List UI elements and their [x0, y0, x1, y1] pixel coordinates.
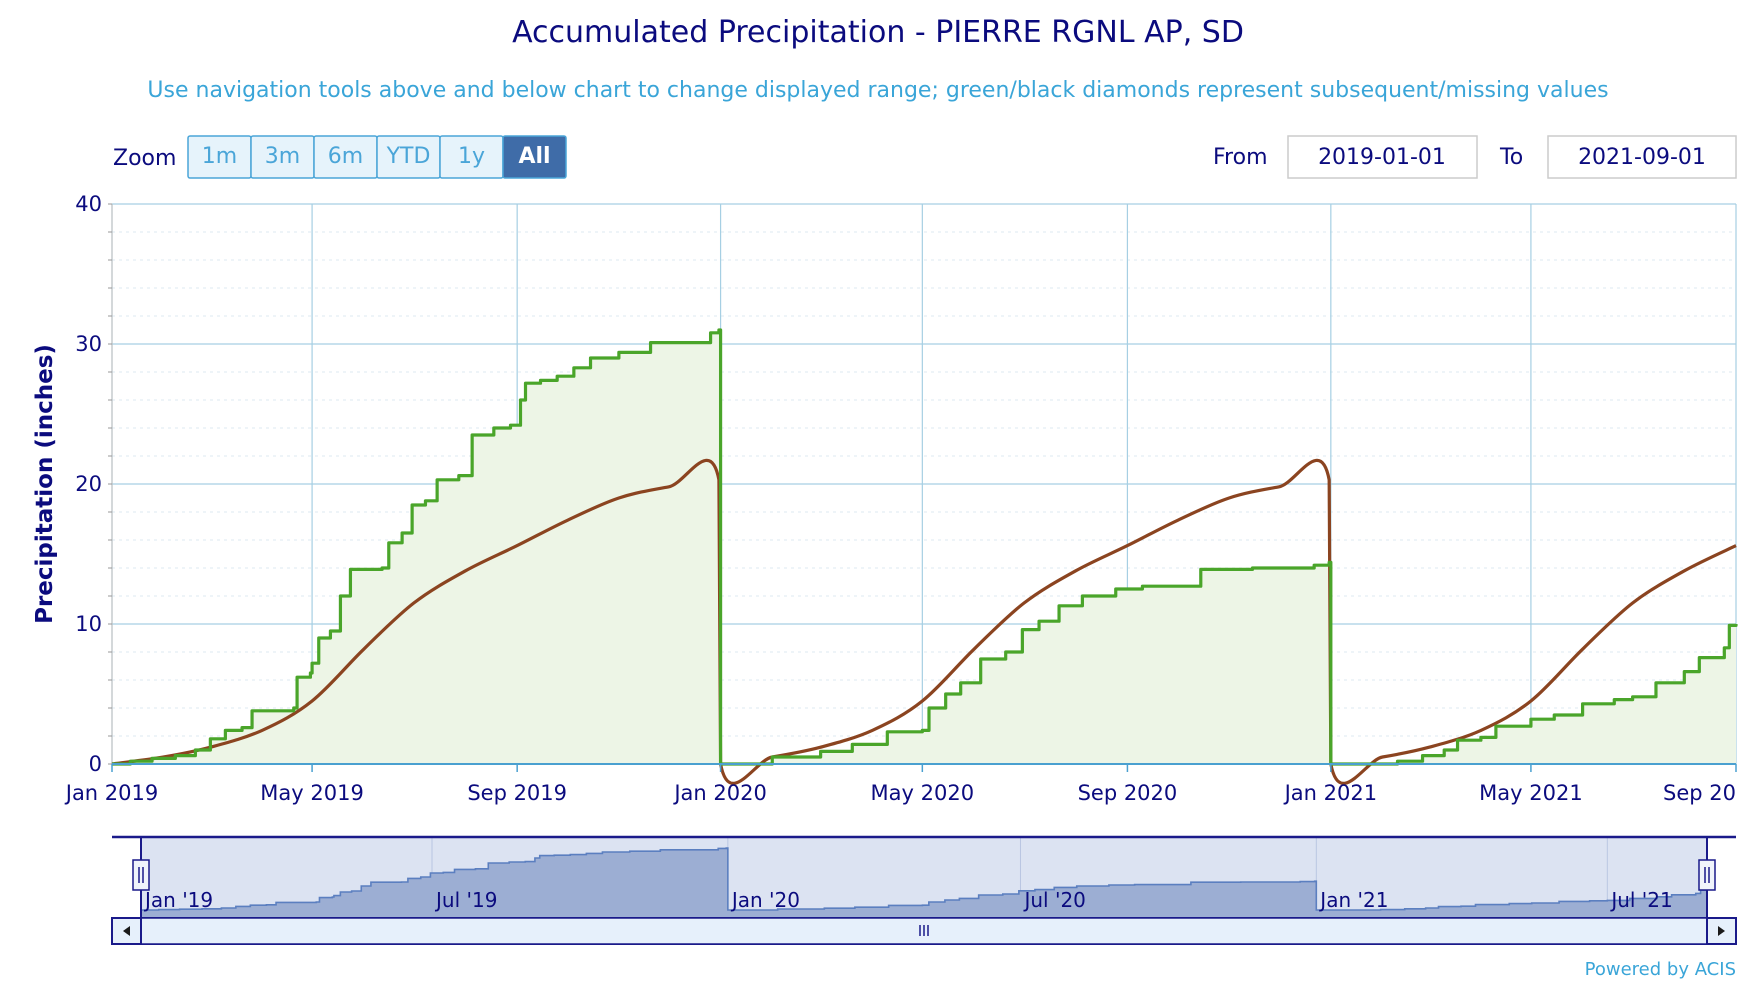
navigator-handle-left[interactable] [132, 859, 150, 891]
y-tick-label: 30 [75, 332, 102, 356]
y-tick-label: 10 [75, 612, 102, 636]
scroll-right-button[interactable] [1706, 917, 1737, 945]
zoom-button-label: 3m [265, 144, 300, 169]
chart-title: Accumulated Precipitation - PIERRE RGNL … [512, 15, 1244, 50]
zoom-button-6m[interactable]: 6m [313, 135, 378, 179]
zoom-label: Zoom [113, 146, 176, 171]
x-tick-label: May 2020 [871, 781, 975, 805]
chart-subtitle: Use navigation tools above and below cha… [147, 78, 1608, 103]
scroll-left-button[interactable] [111, 917, 142, 945]
zoom-button-label: YTD [386, 144, 431, 169]
zoom-button-3m[interactable]: 3m [250, 135, 315, 179]
x-tick-label: Jan 2019 [64, 781, 159, 805]
zoom-button-label: 1m [202, 144, 237, 169]
zoom-button-label: 1y [458, 144, 485, 169]
from-label: From [1213, 145, 1268, 170]
credits-link[interactable]: Powered by ACIS [1585, 959, 1736, 980]
navigator-tick-label: Jan '20 [730, 888, 800, 912]
zoom-button-all[interactable]: All [502, 135, 567, 179]
y-axis-title: Precipitation (inches) [32, 344, 58, 624]
y-tick-label: 40 [75, 192, 102, 216]
y-tick-label: 0 [89, 752, 102, 776]
navigator[interactable]: Jan '19 Jul '19 Jan '20 Jul '20 Jan '21 Jul '… [112, 835, 1736, 918]
range-selector: From 2019-01-01 To 2021-09-01 [1213, 135, 1737, 179]
x-tick-label: Jan 2021 [1283, 781, 1378, 805]
zoom-button-1y[interactable]: 1y [439, 135, 504, 179]
navigator-tick-label: Jan '19 [143, 888, 213, 912]
navigator-area [141, 848, 1707, 918]
zoom-button-ytd[interactable]: YTD [376, 135, 441, 179]
scroll-grip-icon [919, 925, 929, 936]
navigator-tick-label: Jul '20 [1022, 888, 1085, 912]
x-tick-label: Sep 2020 [1078, 781, 1178, 805]
zoom-button-label: All [518, 144, 550, 169]
zoom-controls: Zoom 1m 3m 6m YTD 1y All [113, 135, 567, 179]
y-tick-label: 20 [75, 472, 102, 496]
from-date-value: 2019-01-01 [1318, 145, 1446, 170]
navigator-tick-label: Jul '21 [1609, 888, 1672, 912]
navigator-handle-right[interactable] [1698, 859, 1716, 891]
from-date-input[interactable] [1287, 135, 1478, 179]
x-tick-label: Sep 2019 [467, 781, 567, 805]
plot-area: 0 10 20 30 40 Jan 2019 May 2019 Sep 2019 Jan 20… [64, 192, 1738, 805]
to-date-input[interactable] [1547, 135, 1737, 179]
navigator-tick-label: Jul '19 [434, 888, 497, 912]
navigator-tick-label: Jan '21 [1318, 888, 1388, 912]
navigator-line [141, 847, 1708, 911]
x-tick-label: Jan 2020 [672, 781, 767, 805]
triangle-left-icon [123, 926, 130, 936]
zoom-button-1m[interactable]: 1m [187, 135, 252, 179]
to-label: To [1499, 145, 1523, 170]
x-tick-label: Sep 20 [1663, 781, 1736, 805]
x-tick-label: May 2021 [1479, 781, 1583, 805]
scrollbar[interactable] [111, 917, 1737, 945]
to-date-value: 2021-09-01 [1578, 145, 1706, 170]
zoom-button-label: 6m [328, 144, 363, 169]
x-tick-label: May 2019 [260, 781, 364, 805]
triangle-right-icon [1718, 926, 1725, 936]
